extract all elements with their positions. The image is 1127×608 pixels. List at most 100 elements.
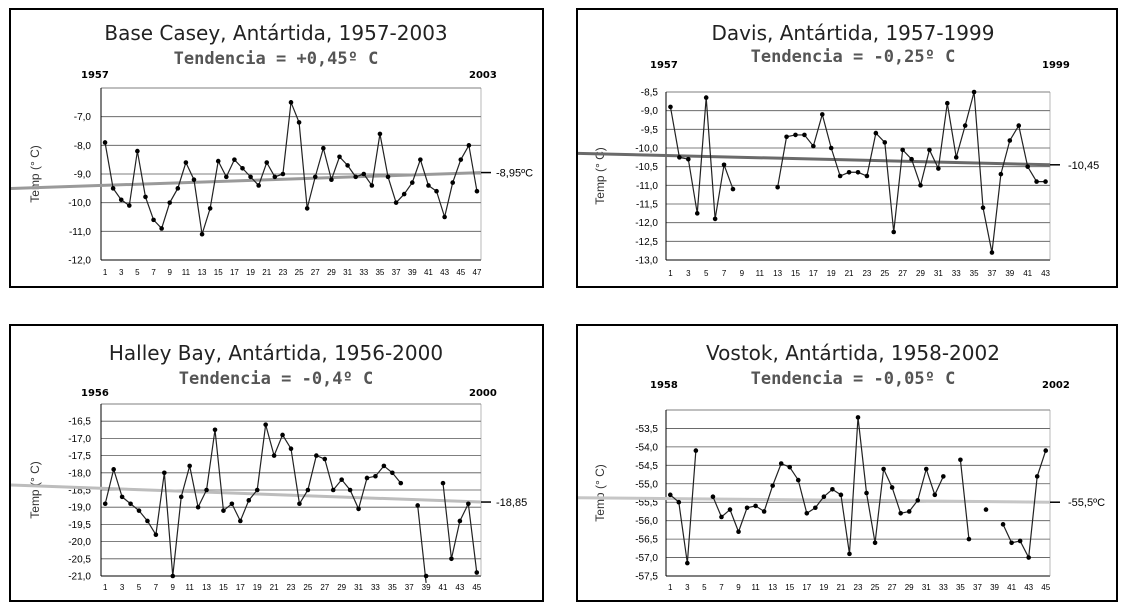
trend-line	[11, 483, 482, 504]
x-tick-label: 5	[135, 268, 140, 277]
x-tick-label: 29	[916, 269, 925, 278]
x-tick-label: 19	[253, 583, 262, 592]
data-point	[891, 229, 897, 235]
chart-panel-casey: Base Casey, Antártida, 1957-2003 Tendenci…	[9, 8, 544, 288]
series-line	[1002, 450, 1047, 560]
data-point	[305, 487, 311, 493]
data-point	[369, 183, 375, 188]
data-point	[423, 573, 429, 579]
data-point	[837, 173, 843, 179]
data-point	[145, 518, 150, 524]
data-point	[297, 501, 302, 507]
data-point	[1007, 138, 1013, 143]
data-point	[110, 186, 116, 191]
start-year-label: 1956	[81, 388, 109, 399]
data-point	[393, 200, 399, 205]
x-tick-label: 17	[802, 583, 811, 592]
data-point	[151, 217, 156, 223]
data-point	[240, 165, 245, 171]
data-point	[361, 171, 367, 177]
chart-title: Vostok, Antártida, 1958-2002	[706, 341, 1000, 365]
data-point	[102, 501, 108, 507]
data-point	[685, 560, 690, 566]
x-tick-label: 27	[311, 268, 320, 277]
y-axis-label: Temp (° C)	[593, 464, 607, 521]
data-point	[119, 494, 125, 500]
data-point	[256, 183, 261, 188]
x-tick-label: 7	[151, 268, 156, 277]
x-tick-label: 39	[422, 583, 431, 592]
end-year-label: 2002	[1042, 380, 1070, 391]
data-point	[710, 494, 716, 499]
data-point	[677, 155, 682, 160]
data-point	[778, 461, 784, 466]
data-point	[102, 140, 108, 145]
end-year-label: 1999	[1042, 60, 1070, 71]
y-tick-label: -56,0	[635, 516, 658, 527]
x-tick-label: 33	[952, 269, 961, 278]
y-tick-label: -17,0	[68, 434, 91, 445]
data-point	[347, 487, 353, 493]
data-point	[898, 510, 903, 516]
x-tick-label: 13	[773, 269, 782, 278]
data-point	[881, 466, 886, 472]
data-point	[730, 186, 736, 192]
x-tick-label: 25	[880, 269, 889, 278]
x-tick-label: 1	[668, 583, 673, 592]
data-point	[753, 503, 758, 509]
data-point	[312, 174, 318, 180]
x-tick-label: 19	[819, 583, 828, 592]
data-point	[330, 487, 336, 493]
y-tick-label: -54,5	[635, 461, 658, 472]
data-point	[828, 145, 834, 151]
x-tick-label: 21	[836, 583, 845, 592]
x-tick-label: 27	[320, 583, 329, 592]
data-point	[321, 145, 326, 151]
data-point	[712, 216, 718, 222]
x-tick-label: 3	[119, 268, 124, 277]
y-tick-label: -12,5	[635, 237, 658, 248]
data-point	[434, 188, 439, 194]
y-tick-label: -55,5	[635, 498, 658, 509]
series-line	[669, 450, 697, 564]
data-point	[373, 473, 378, 479]
data-point	[838, 492, 844, 498]
data-point	[918, 183, 923, 188]
chart-title: Halley Bay, Antártida, 1956-2000	[109, 341, 443, 365]
x-tick-label: 19	[246, 268, 255, 277]
x-tick-label: 37	[973, 583, 982, 592]
data-point	[329, 177, 334, 183]
y-tick-label: -55,0	[635, 479, 658, 490]
y-tick-label: -10,0	[68, 198, 91, 209]
x-tick-label: 41	[1007, 583, 1016, 592]
y-tick-label: -10,5	[635, 162, 658, 173]
y-tick-label: -19,0	[68, 503, 91, 514]
data-point	[385, 174, 391, 180]
data-point	[962, 123, 968, 128]
data-point	[398, 480, 404, 486]
data-point	[694, 211, 700, 216]
y-tick-label: -17,5	[68, 451, 91, 462]
data-point	[409, 180, 415, 185]
data-point	[1000, 522, 1006, 527]
trend-end-label: -18,85	[496, 497, 527, 509]
x-tick-label: 31	[354, 583, 363, 592]
data-point	[224, 174, 229, 180]
data-point	[345, 163, 350, 168]
data-point	[855, 415, 861, 420]
data-point	[128, 501, 133, 507]
data-point	[474, 570, 480, 575]
x-tick-label: 43	[455, 583, 464, 592]
x-tick-label: 13	[202, 583, 211, 592]
y-tick-label: -9,0	[641, 106, 659, 117]
data-point	[280, 171, 286, 177]
series-line	[104, 102, 478, 235]
data-point	[819, 112, 825, 117]
y-tick-label: -9,0	[74, 170, 92, 181]
y-axis-label: Temp (° C)	[28, 461, 42, 518]
data-point	[811, 143, 816, 149]
y-tick-label: -11,5	[636, 200, 658, 211]
x-tick-label: 9	[740, 269, 745, 278]
data-point	[872, 540, 878, 546]
data-point	[932, 492, 938, 498]
